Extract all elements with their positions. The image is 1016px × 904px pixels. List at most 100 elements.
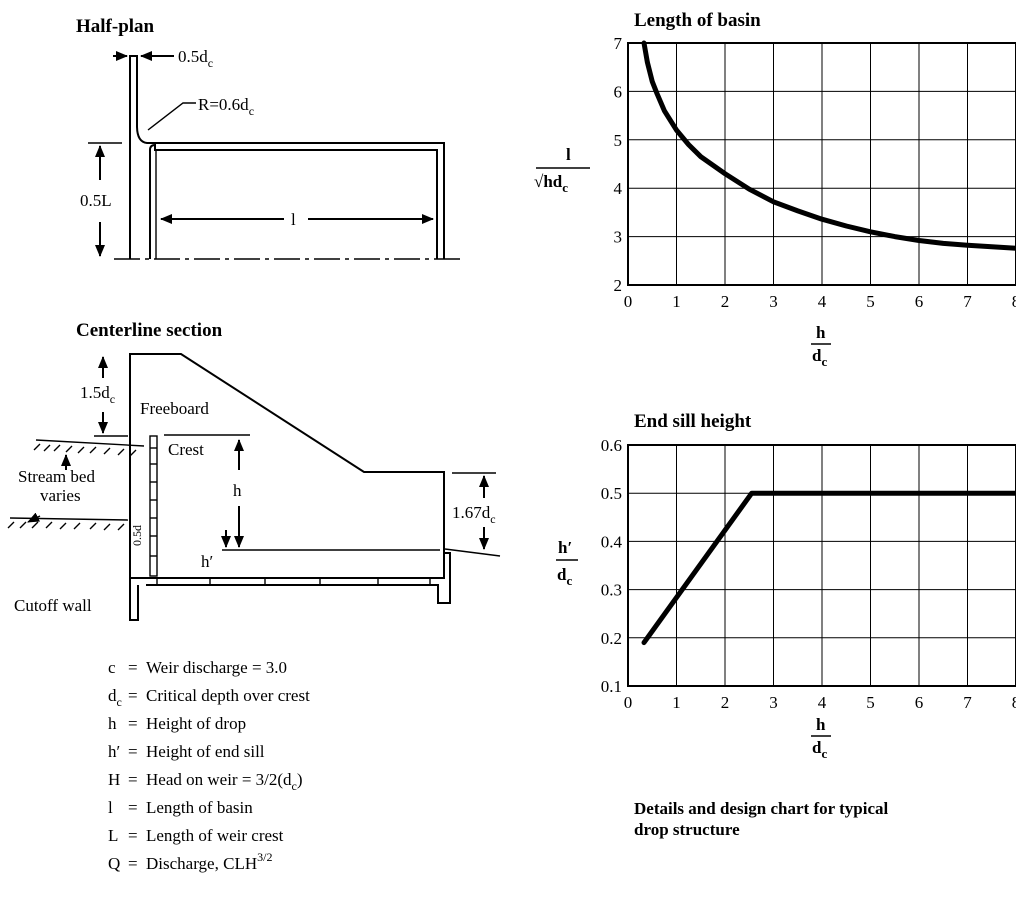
legend-definition: Length of basin: [146, 798, 253, 817]
chart2-xtick-label: 8: [1012, 693, 1016, 712]
chart1-ytick-label: 6: [614, 82, 623, 101]
legend-item: L: [108, 826, 118, 845]
chart2-xtick-label: 1: [672, 693, 681, 712]
chart1-xlabel-den: dc: [812, 346, 827, 369]
wall-outline-inner: [149, 143, 438, 259]
chart1-xtick-label: 2: [721, 292, 730, 311]
section-title: Centerline section: [76, 320, 223, 341]
chart1-ytick-label: 4: [614, 179, 623, 198]
wall-thickness-label: 0.5d: [130, 525, 144, 546]
chart2-xtick-label: 0: [624, 693, 633, 712]
chart1-xtick-label: 4: [818, 292, 827, 311]
legend-item: Q: [108, 854, 120, 873]
chart2-xtick-label: 2: [721, 693, 730, 712]
apron-outline: [130, 552, 451, 604]
centerline-section: Centerline section Crest Cutoff wall: [7, 320, 501, 621]
symbol-legend: c = Weir discharge = 3.0 dc = Critical depth …: [108, 658, 310, 873]
chart1-ytick-label: 5: [614, 131, 623, 150]
chart1-xtick-label: 7: [963, 292, 972, 311]
chart2-xlabel-den: dc: [812, 738, 827, 761]
chart2-xtick-label: 4: [818, 693, 827, 712]
h-prime-label: h′: [201, 552, 213, 571]
chart2-ytick-label: 0.4: [601, 532, 623, 551]
chart2-ytick-label: 0.5: [601, 484, 622, 503]
wall-outline-outer: [129, 55, 445, 259]
legend-equals: =: [128, 658, 138, 677]
figure-caption-line1: Details and design chart for typical: [634, 799, 888, 818]
legend-equals: =: [128, 714, 138, 733]
radius-leader: [147, 102, 196, 131]
legend-item: h: [108, 714, 117, 733]
chart2-xtick-label: 6: [915, 693, 924, 712]
chart1-ytick-label: 7: [614, 34, 623, 53]
chart2-xtick-label: 3: [769, 693, 778, 712]
legend-definition: Height of drop: [146, 714, 246, 733]
legend-equals: =: [128, 686, 138, 705]
legend-definition: Critical depth over crest: [146, 686, 310, 705]
half-plan-title: Half-plan: [76, 16, 155, 37]
legend-item: h′: [108, 742, 120, 761]
dim-basin-label: l: [291, 210, 296, 229]
legend-item: l: [108, 798, 113, 817]
chart1-series-line: [641, 40, 1016, 251]
chart1-ylabel-num: l: [566, 145, 571, 164]
freeboard-label: Freeboard: [140, 399, 209, 418]
streambed-lower: [9, 517, 129, 521]
legend-definition: Weir discharge = 3.0: [146, 658, 287, 677]
chart1-ytick-label: 3: [614, 228, 623, 247]
streambed-upper: [35, 439, 145, 447]
chart2-title: End sill height: [634, 411, 752, 432]
legend-equals: =: [128, 826, 138, 845]
radius-label: R=0.6dc: [198, 95, 254, 118]
chart2-xtick-label: 5: [866, 693, 875, 712]
chart1-xtick-label: 3: [769, 292, 778, 311]
streambed-label-1: Stream bed: [18, 467, 95, 486]
dim-thickness-label: 0.5dc: [178, 47, 213, 70]
legend-item: c: [108, 658, 116, 677]
chart2-ylabel-den: dc: [557, 565, 572, 588]
chart1-ylabel-den: √hdc: [534, 172, 568, 195]
legend-definition: Height of end sill: [146, 742, 265, 761]
chart1-xtick-label: 5: [866, 292, 875, 311]
legend-item: dc: [108, 686, 122, 709]
legend-definition: Length of weir crest: [146, 826, 284, 845]
wing-wall-outline: [129, 353, 445, 578]
chart2-series-line: [641, 490, 1016, 646]
chart2-ytick-label: 0.1: [601, 677, 622, 696]
chart2-ytick-label: 0.6: [601, 436, 622, 455]
sill-dim-label: 1.67dc: [452, 503, 496, 526]
legend-definition: Head on weir = 3/2(dc): [146, 770, 303, 793]
streambed-label-2: varies: [40, 486, 81, 505]
chart1-xtick-label: 6: [915, 292, 924, 311]
chart-end-sill-height: End sill height 0 1 2 3 4 5 6 7 8 0.1 0.2 0.3 0.4 0.…: [556, 411, 1016, 761]
chart1-xtick-label: 0: [624, 292, 633, 311]
h-dim-label: h: [233, 481, 242, 500]
legend-equals: =: [128, 798, 138, 817]
chart1-title: Length of basin: [634, 10, 761, 31]
crest-plate: [149, 435, 158, 577]
cutoff-wall-label: Cutoff wall: [14, 596, 92, 615]
legend-equals: =: [128, 770, 138, 789]
tailwater-line: [444, 548, 501, 557]
dim-05L-label: 0.5L: [80, 191, 112, 210]
chart1-xtick-label: 1: [672, 292, 681, 311]
legend-equals: =: [128, 854, 138, 873]
chart2-xtick-label: 7: [963, 693, 972, 712]
half-plan: Half-plan 0.5dc R=0.6dc 0.5L l: [76, 16, 462, 260]
legend-equals: =: [128, 742, 138, 761]
chart2-ytick-label: 0.3: [601, 581, 622, 600]
legend-item: H: [108, 770, 120, 789]
cutoff-wall: [129, 578, 139, 621]
chart2-ytick-label: 0.2: [601, 629, 622, 648]
legend-definition: Discharge, CLH3/2: [146, 850, 272, 873]
chart1-ytick-label: 2: [614, 276, 623, 295]
chart2-xlabel-num: h: [816, 715, 826, 734]
figure-caption-line2: drop structure: [634, 820, 740, 839]
crest-label: Crest: [168, 440, 204, 459]
chart2-ylabel-num: h′: [558, 538, 572, 557]
chart1-xtick-label: 8: [1012, 292, 1016, 311]
chart1-xlabel-num: h: [816, 323, 826, 342]
freeboard-dim-label: 1.5dc: [80, 383, 115, 406]
